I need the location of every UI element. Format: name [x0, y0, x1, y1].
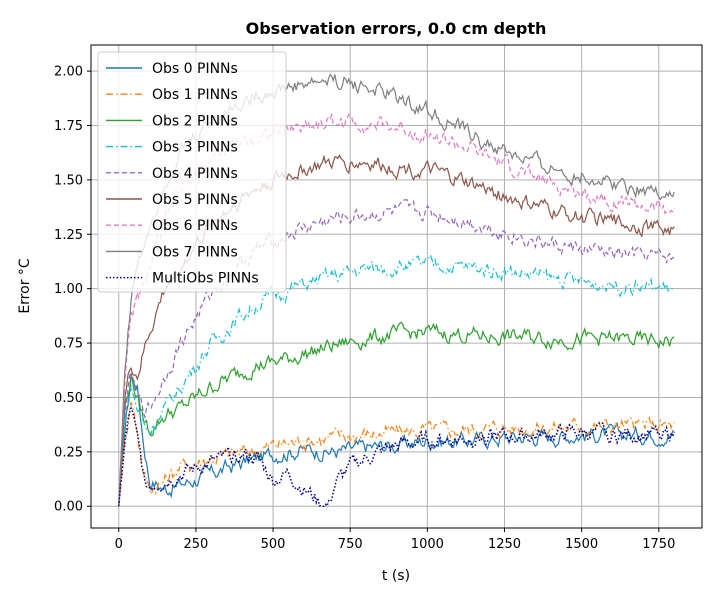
- y-tick-label: 1.25: [54, 228, 83, 243]
- series-line-6: [118, 112, 675, 507]
- x-tick-label: 250: [184, 537, 209, 552]
- legend-label: Obs 7 PINNs: [152, 244, 238, 260]
- legend-label: Obs 5 PINNs: [152, 192, 238, 208]
- y-axis-label: Error °C: [17, 258, 33, 314]
- legend-label: Obs 6 PINNs: [152, 218, 238, 234]
- legend-label: Obs 3 PINNs: [152, 140, 238, 156]
- y-tick-label: 0.25: [54, 445, 83, 460]
- x-tick-label: 1500: [565, 537, 598, 552]
- legend-label: Obs 2 PINNs: [152, 113, 238, 129]
- series-layer: [118, 73, 675, 508]
- legend-box: [97, 51, 287, 293]
- y-axis-ticks: 0.00 0.25 0.50 0.75 1.00 1.25 1.50 1.75 2.00: [54, 65, 91, 515]
- y-tick-label: 1.75: [54, 119, 83, 134]
- chart-title: Observation errors, 0.0 cm depth: [246, 19, 547, 38]
- x-tick-label: 1250: [488, 537, 521, 552]
- series-line-1: [118, 401, 675, 507]
- legend: Obs 0 PINNs Obs 1 PINNs Obs 2 PINNs Obs 3 P…: [97, 51, 287, 293]
- legend-label: Obs 1 PINNs: [152, 87, 238, 103]
- y-tick-label: 1.00: [54, 282, 83, 297]
- y-tick-label: 1.50: [54, 173, 83, 188]
- axes-frame: [90, 44, 703, 529]
- series-line-4: [118, 199, 675, 507]
- series-line-0: [118, 376, 675, 507]
- legend-label: Obs 4 PINNs: [152, 166, 238, 182]
- x-tick-label: 0: [115, 537, 123, 552]
- y-tick-label: 0.75: [54, 337, 83, 352]
- y-tick-label: 2.00: [54, 65, 83, 80]
- legend-label: Obs 0 PINNs: [152, 61, 238, 77]
- y-tick-label: 0.50: [54, 391, 83, 406]
- x-axis-label: t (s): [382, 568, 410, 584]
- series-line-2: [118, 321, 675, 507]
- x-tick-label: 750: [338, 537, 363, 552]
- legend-label: MultiObs PINNs: [152, 271, 259, 287]
- series-line-3: [118, 253, 675, 507]
- x-tick-label: 500: [261, 537, 286, 552]
- x-tick-label: 1750: [642, 537, 675, 552]
- y-tick-label: 0.00: [54, 500, 83, 515]
- x-axis-ticks: 0 250 500 750 1000 1250 1500 1750: [115, 528, 675, 552]
- x-tick-label: 1000: [411, 537, 444, 552]
